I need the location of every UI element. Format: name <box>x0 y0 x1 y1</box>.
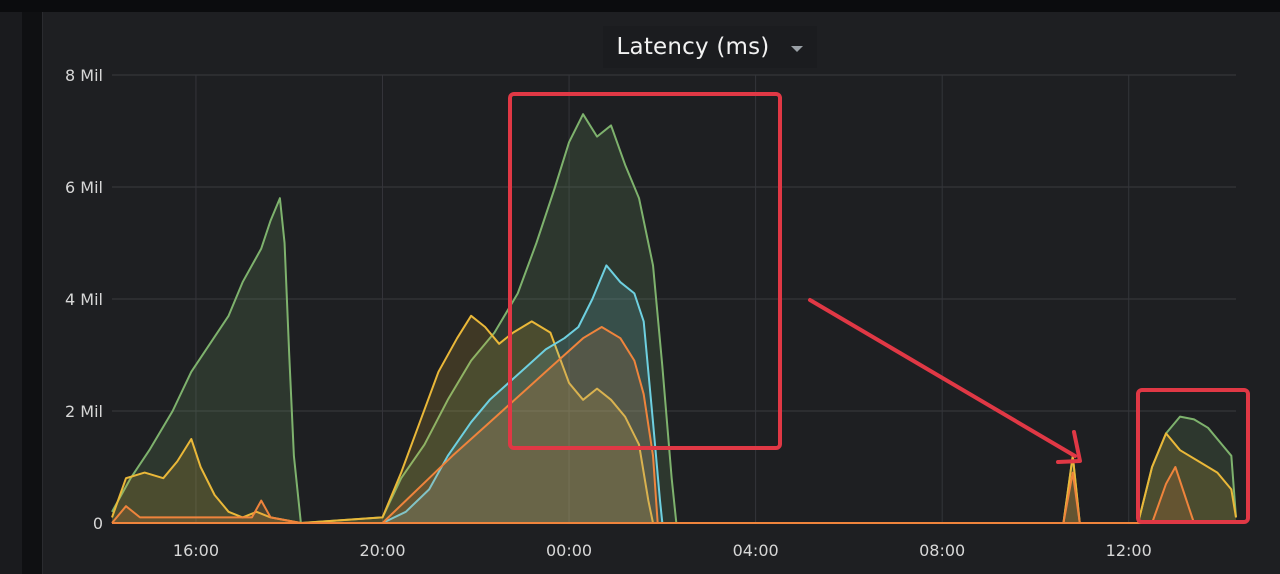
chevron-down-icon[interactable] <box>791 46 804 52</box>
annotation-arrow-shaft <box>808 298 1077 458</box>
chart-series <box>111 113 1237 524</box>
series-area <box>112 327 1195 523</box>
series-line <box>382 264 664 524</box>
panel-title: Latency (ms) <box>616 34 770 60</box>
y-tick-label: 4 Mil <box>65 290 103 309</box>
x-tick-label: 16:00 <box>173 541 219 560</box>
y-axis-ticks: 0 2 Mil 4 Mil 6 Mil 8 Mil <box>65 66 103 533</box>
left-rail <box>0 12 22 574</box>
x-tick-label: 20:00 <box>359 541 405 560</box>
highlight-box-midnight <box>508 92 782 450</box>
x-tick-label: 12:00 <box>1106 541 1152 560</box>
y-tick-label: 2 Mil <box>65 402 103 421</box>
left-gap <box>22 12 42 574</box>
series-area <box>112 114 1236 523</box>
panel-header[interactable]: Latency (ms) <box>603 26 817 68</box>
top-bar <box>0 0 1280 12</box>
series-area <box>382 265 663 523</box>
y-tick-label: 0 <box>93 514 103 533</box>
x-axis-ticks: 16:00 20:00 00:00 04:00 08:00 12:00 <box>173 541 1152 560</box>
highlight-box-noon <box>1136 388 1250 524</box>
series-line <box>111 326 1195 524</box>
annotation-layer <box>508 92 1250 524</box>
x-tick-label: 00:00 <box>546 541 592 560</box>
y-tick-label: 6 Mil <box>65 178 103 197</box>
y-tick-label: 8 Mil <box>65 66 103 85</box>
x-tick-label: 04:00 <box>733 541 779 560</box>
x-tick-label: 08:00 <box>919 541 965 560</box>
annotation-arrow-head <box>1056 430 1082 464</box>
